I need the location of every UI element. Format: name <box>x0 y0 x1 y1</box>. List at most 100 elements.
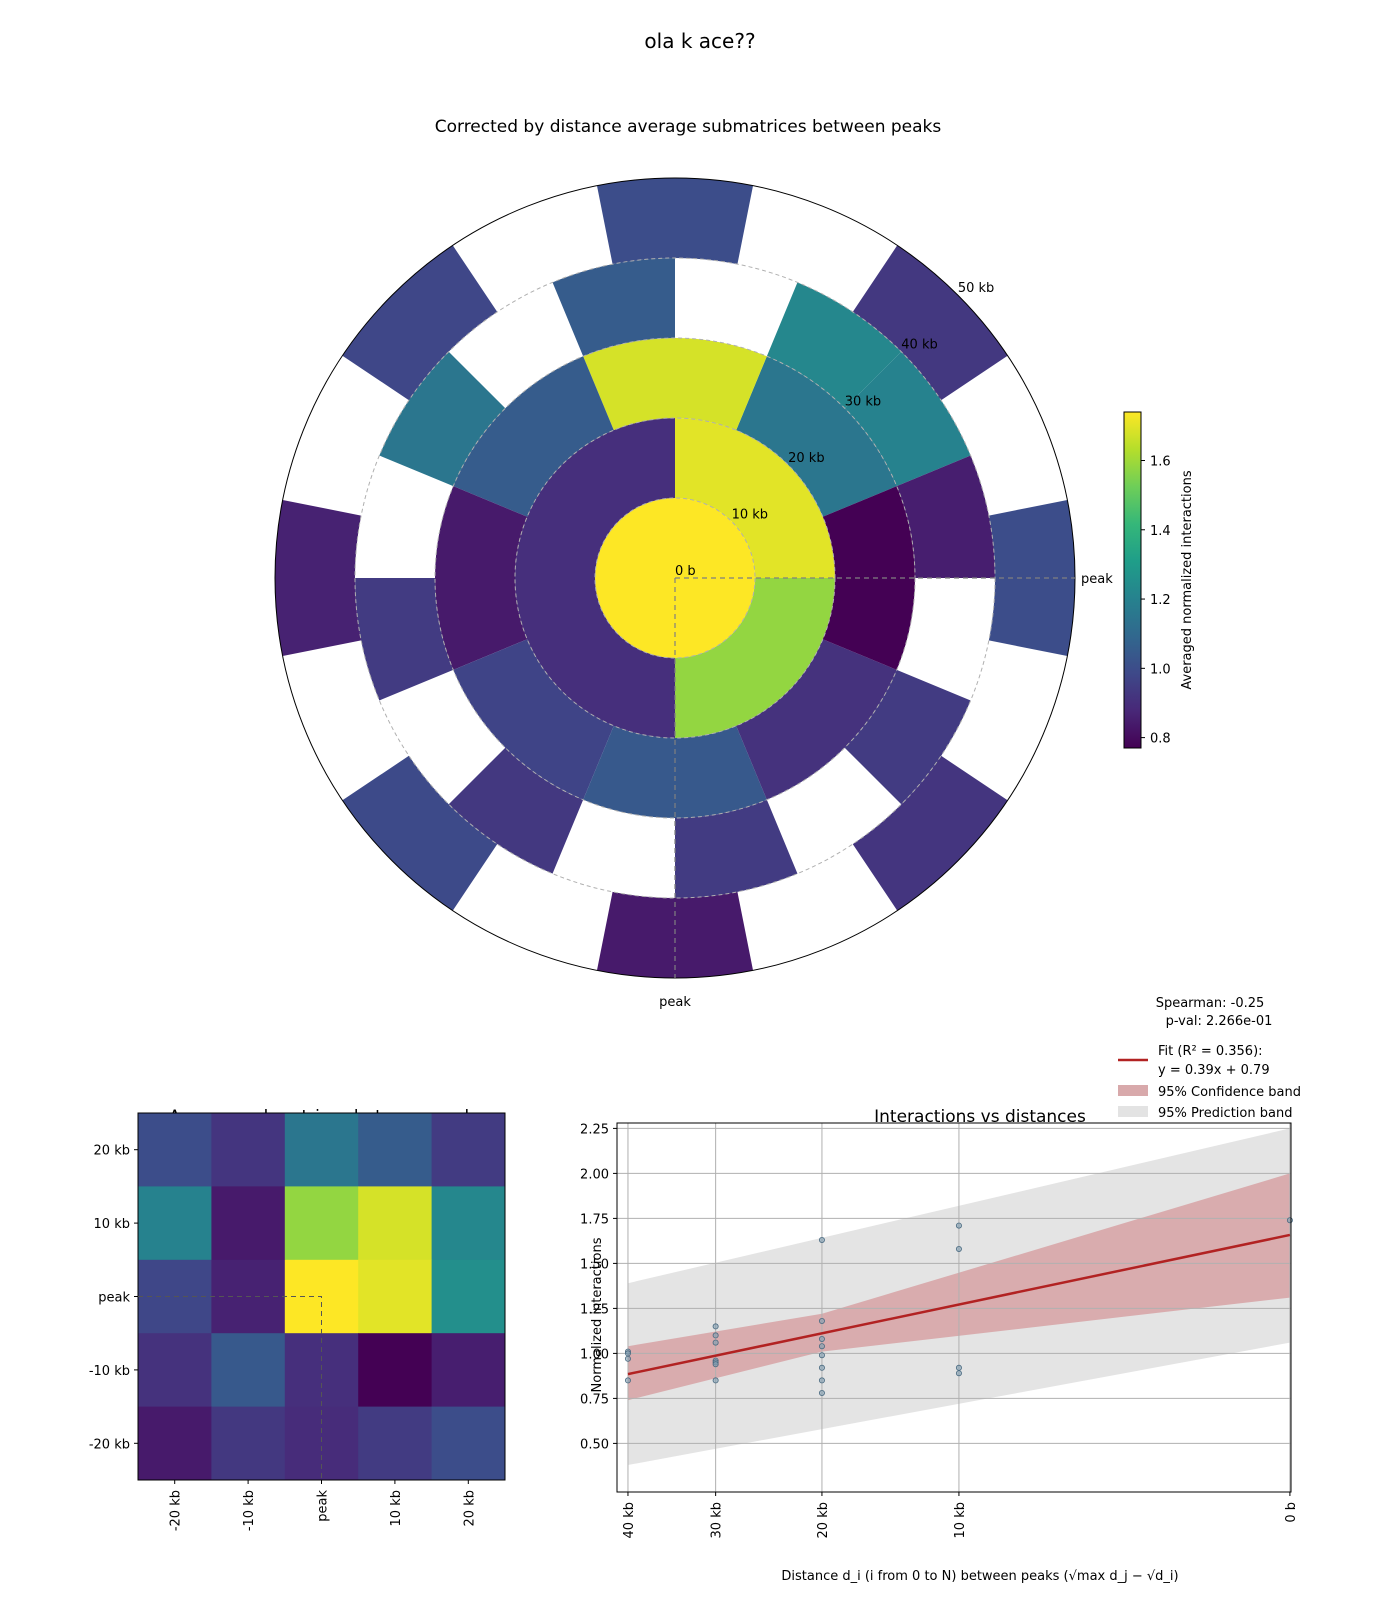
polar-radial-tick-label: 40 kb <box>901 338 937 353</box>
polar-cell <box>675 799 798 898</box>
scatter-point <box>955 1370 962 1377</box>
scatter-y-axis-label: Normalized interactions <box>590 1237 605 1392</box>
matrix-cell <box>358 1406 433 1481</box>
scatter-point <box>955 1246 962 1253</box>
scatter-x-tick-label: 30 kb <box>710 1502 725 1538</box>
polar-cell <box>453 639 614 800</box>
polar-cell <box>515 418 675 578</box>
scatter-point <box>624 1377 631 1384</box>
matrix-cell <box>138 1186 212 1261</box>
legend-confidence-swatch <box>1118 1085 1148 1096</box>
matrix-x-tick-label: -20 kb <box>169 1490 184 1531</box>
colorbar-gradient <box>1123 411 1142 749</box>
scatter-point <box>1286 1217 1293 1224</box>
matrix-cells <box>137 1112 506 1481</box>
scatter-y-tick-label: 1.00 <box>580 1347 609 1362</box>
scatter-point <box>818 1352 825 1359</box>
polar-cells <box>275 178 1075 978</box>
polar-cell <box>515 578 675 738</box>
polar-cell <box>675 418 835 578</box>
scatter-y-tick-label: 0.75 <box>580 1392 609 1407</box>
legend-prediction-swatch <box>1118 1106 1148 1117</box>
polar-radial-tick-label: 50 kb <box>958 281 994 296</box>
scatter-point <box>955 1222 962 1229</box>
polar-grid <box>274 177 1076 979</box>
matrix-cell <box>211 1113 286 1187</box>
scatter-point <box>818 1318 825 1325</box>
matrix-cell <box>138 1113 212 1187</box>
scatter-point <box>818 1343 825 1350</box>
polar-cell <box>596 178 754 265</box>
matrix-ticks: 20 kb 10 kb peak -10 kb -20 kb -20 kb -10 kb pe… <box>89 1144 477 1531</box>
matrix-cell <box>284 1406 359 1481</box>
polar-cell <box>342 755 498 911</box>
matrix-x-tick-label: 10 kb <box>389 1490 404 1526</box>
matrix-cell <box>431 1333 506 1408</box>
polar-cell <box>355 578 454 701</box>
legend-fit-equation: y = 0.39x + 0.79 <box>1158 1063 1270 1078</box>
matrix-x-tick-label: 20 kb <box>462 1490 477 1526</box>
matrix-x-tick-label: peak <box>316 1490 331 1522</box>
polar-cell <box>736 639 897 800</box>
matrix-cell <box>138 1333 212 1408</box>
scatter-x-tick-label: 10 kb <box>953 1502 968 1538</box>
colorbar-label: Averaged normalized interactions <box>1180 470 1195 689</box>
matrix-y-tick-label: 10 kb <box>94 1217 130 1232</box>
legend-confidence-label: 95% Confidence band <box>1158 1085 1301 1100</box>
polar-angular-label-right: peak <box>1081 572 1113 587</box>
scatter-plot-area: 0.50 0.75 1.00 1.25 1.50 1.75 2.00 2.25 40 kb 30 … <box>580 1122 1299 1538</box>
scatter-y-tick-label: 2.00 <box>580 1167 609 1182</box>
polar-grid-ring <box>514 417 836 739</box>
scatter-legend: Spearman: -0.25 p-val: 2.266e-01 Fit (R² =… <box>1118 996 1301 1121</box>
polar-cell <box>379 351 506 487</box>
polar-cell <box>275 499 362 657</box>
polar-grid-ring <box>594 497 756 659</box>
matrix-peak-line <box>138 1296 322 1480</box>
colorbar-tick-label: 1.4 <box>1150 524 1171 539</box>
scatter-point <box>955 1364 962 1371</box>
scatter-title: Interactions vs distances <box>874 1107 1086 1127</box>
polar-radial-tick-label: 0 b <box>675 564 696 579</box>
polar-cell <box>453 356 614 517</box>
matrix-cell <box>358 1113 433 1187</box>
matrix-cell <box>358 1259 433 1334</box>
colorbar: 0.8 1.0 1.2 1.4 1.6 Averaged normalized inte… <box>1123 411 1195 749</box>
scatter-point <box>712 1361 719 1368</box>
scatter-x-axis-label: Distance d_i (i from 0 to N) between pea… <box>781 1569 1178 1584</box>
polar-cell <box>435 486 528 670</box>
matrix-cell <box>284 1186 359 1261</box>
fit-line <box>627 1233 1291 1376</box>
scatter-point <box>818 1390 825 1397</box>
polar-cell <box>342 245 498 401</box>
matrix-cell <box>431 1406 506 1481</box>
stats-spearman: Spearman: -0.25 <box>1156 996 1265 1011</box>
scatter-frame <box>616 1122 1292 1493</box>
polar-angular-label-bottom: peak <box>659 995 691 1010</box>
matrix-cell <box>211 1406 286 1481</box>
scatter-x-tick-label: 0 b <box>1284 1502 1299 1523</box>
polar-cell <box>596 891 754 978</box>
polar-cell <box>852 755 1008 911</box>
polar-grid-ring <box>434 337 916 819</box>
polar-cell <box>675 578 835 738</box>
matrix-cell <box>431 1113 506 1187</box>
scatter-point <box>818 1336 825 1343</box>
scatter-point <box>818 1237 825 1244</box>
scatter-x-tick-label: 40 kb <box>622 1502 637 1538</box>
matrix-x-tick-label: -10 kb <box>242 1490 257 1531</box>
polar-cell <box>766 282 902 409</box>
legend-prediction-label: 95% Prediction band <box>1158 1106 1292 1121</box>
matrix-cell <box>431 1186 506 1261</box>
polar-cell <box>844 669 971 805</box>
scatter-y-tick-label: 0.50 <box>580 1437 609 1452</box>
scatter-point <box>712 1339 719 1346</box>
polar-cell <box>988 499 1075 657</box>
colorbar-tick-label: 0.8 <box>1150 732 1171 747</box>
polar-cell <box>844 351 971 487</box>
matrix-cell <box>138 1406 212 1481</box>
legend-fit-label: Fit (R² = 0.356): <box>1158 1044 1263 1059</box>
scatter-x-tick-label: 20 kb <box>816 1502 831 1538</box>
scatter-point <box>624 1350 631 1357</box>
matrix-cell <box>431 1259 506 1334</box>
